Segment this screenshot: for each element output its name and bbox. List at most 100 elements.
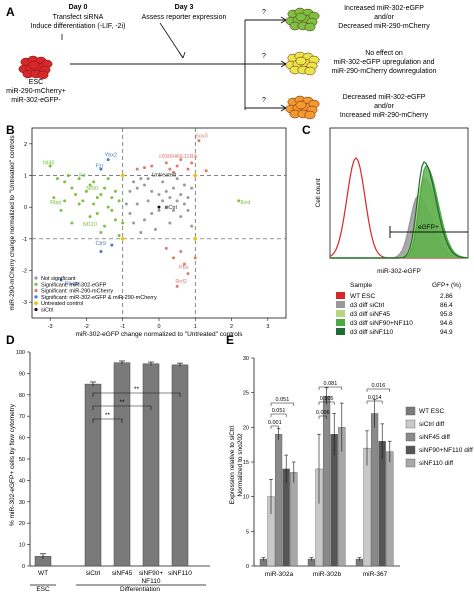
scatter-point-not-significant — [150, 212, 154, 215]
scatter-point-egfp — [95, 212, 99, 215]
scatter-point-mcherry — [186, 272, 190, 276]
scatter-point-mcherry — [142, 166, 146, 170]
scatter-point-egfp — [121, 221, 125, 225]
row-value: 94.6 — [440, 320, 453, 327]
row-sample: d3 diff siNF110 — [350, 329, 394, 336]
e-sig-label: 0.051 — [276, 397, 290, 403]
y-tick-label: 2 — [24, 142, 27, 148]
scatter-point-mcherry — [150, 164, 154, 168]
scatter-point-not-significant — [164, 205, 168, 209]
panel-label-c: C — [302, 123, 311, 137]
scatter-point-egfp — [99, 231, 103, 234]
scatter-point-not-significant — [182, 183, 186, 187]
e-bar — [323, 395, 331, 567]
d-y-tick-label: 10 — [19, 543, 25, 549]
scatter-point-mcherry — [186, 167, 190, 171]
e-y-tick-label: 10 — [243, 495, 249, 501]
row-sample: d3 diff siCtrl — [350, 302, 385, 309]
histogram-curves — [329, 157, 469, 259]
esc-line3: miR-302-eGFP- — [11, 97, 61, 104]
outcome3-line3: Increased miR-290-mCherry — [340, 112, 429, 119]
scatter-point-not-significant — [135, 202, 139, 206]
scatter-point-not-significant — [179, 193, 183, 196]
e-sig-bracket — [366, 400, 383, 404]
e-ylabel-line2: Normalized to sno202 — [237, 433, 244, 497]
esc-cell-cluster — [18, 55, 53, 80]
d-y-tick-label: 40 — [19, 478, 25, 484]
row-swatch — [336, 328, 345, 335]
point-label-nf110: Nf110 — [83, 222, 97, 228]
scatter-point-egfp — [117, 199, 121, 203]
scatter-point-both — [99, 167, 103, 171]
point-label-eed: Eed — [241, 200, 251, 206]
e-bar — [386, 451, 394, 567]
histogram-xlabel: miR-302-eGFP — [377, 268, 421, 275]
scatter-point-egfp — [95, 196, 99, 200]
scatter-point-egfp — [63, 199, 67, 203]
scatter-point-mcherry — [193, 256, 197, 260]
e-y-tick-label: 0 — [246, 564, 249, 570]
row-swatch — [336, 310, 345, 317]
x-tick-label: 1 — [194, 324, 197, 330]
row-swatch — [336, 301, 345, 308]
d-sig-bracket — [92, 418, 123, 423]
point-label-rnf2: Rnf2 — [175, 279, 187, 285]
scatter-point-mcherry — [164, 161, 168, 165]
row-value: 86.4 — [440, 302, 453, 309]
d-y-tick-label: 20 — [19, 521, 25, 527]
d-y-tick-label: 60 — [19, 436, 25, 442]
scatter-point-mcherry — [197, 139, 201, 143]
e-sig-label: 0.105 — [320, 396, 334, 402]
d-y-tick-label: 0 — [22, 564, 25, 570]
row-sample: d3 diff siNF90+NF110 — [350, 320, 413, 327]
outcome2-line3: miR-290-mCherry downregulation — [331, 68, 436, 75]
e-legend-swatch — [405, 445, 416, 455]
scatter-point-egfp — [55, 177, 59, 181]
scatter-point-not-significant — [128, 189, 132, 193]
x-tick-label: -2 — [84, 324, 89, 330]
d-category-label: siNF90+ — [139, 570, 164, 577]
scatter-point-not-significant — [186, 196, 190, 200]
point-label-rbpj: Rbpj — [50, 200, 61, 206]
point-label-c030: c030046E11Rik — [159, 154, 198, 160]
gfp-table: WT ESC 2.86 d3 diff siCtrl 86.4 d3 diff siNF… — [336, 292, 453, 336]
e-sig-bracket — [270, 425, 279, 429]
e-legend-label: siNF90+NF110 diff — [419, 447, 473, 454]
scatter-point-mcherry — [168, 167, 172, 171]
scatter-point-not-significant — [157, 208, 161, 212]
scatter-point-egfp — [84, 189, 88, 193]
scatter-point-not-significant — [142, 183, 146, 187]
legend-label: Significant: miR-290-mCherry — [41, 289, 113, 295]
scatter-point-not-significant — [150, 189, 154, 193]
y-tick-label: -2 — [22, 269, 27, 275]
scatter-point-egfp — [88, 215, 92, 219]
scatter-point-egfp — [117, 234, 121, 238]
row-sample: d3 diff siNF45 — [350, 311, 390, 318]
scatter-y-ticks: 2 1 0 -1 -2 -3 — [22, 142, 32, 306]
scatter-point-egfp — [106, 205, 110, 209]
scatter-point-not-significant — [139, 177, 143, 181]
point-label-pbx: Pbx — [179, 265, 189, 271]
esc-line2: miR-290-mCherry+ — [6, 88, 66, 95]
panel-b: B -3 -2 -1 0 1 2 3 2 1 0 -1 -2 -3 Sox3 Ybx2 c030046E1… — [6, 123, 287, 338]
esc-cell — [28, 60, 40, 70]
d-sig-bracket — [92, 392, 181, 397]
scatter-point-not-significant — [128, 212, 132, 215]
scatter-point-not-significant — [175, 177, 179, 181]
scatter-point-both — [106, 158, 110, 162]
scatter-point-both — [59, 278, 63, 282]
x-tick-label: -1 — [120, 324, 125, 330]
row-value: 2.86 — [440, 293, 453, 300]
panel-c: C eGFP+ Cell count miR-302-eGFP Sample G… — [302, 123, 469, 336]
scatter-point-egfp — [77, 202, 81, 206]
scatter-point-not-significant — [146, 199, 150, 203]
legend-label: Untreated control — [41, 301, 83, 307]
point-label-sictrl: siCtrl — [164, 205, 177, 211]
d-ylabel: % miR-302-eGFP+ cells by flow cytometry — [9, 403, 16, 526]
e-y-tick-label: 15 — [243, 460, 249, 466]
scatter-point-egfp — [103, 224, 107, 228]
outcome3-line1: Decreased miR-302-eGFP — [343, 94, 426, 101]
e-ylabel-line1: Expression relative to siCtrl — [229, 425, 236, 504]
day3-title: Day 3 — [175, 4, 194, 11]
